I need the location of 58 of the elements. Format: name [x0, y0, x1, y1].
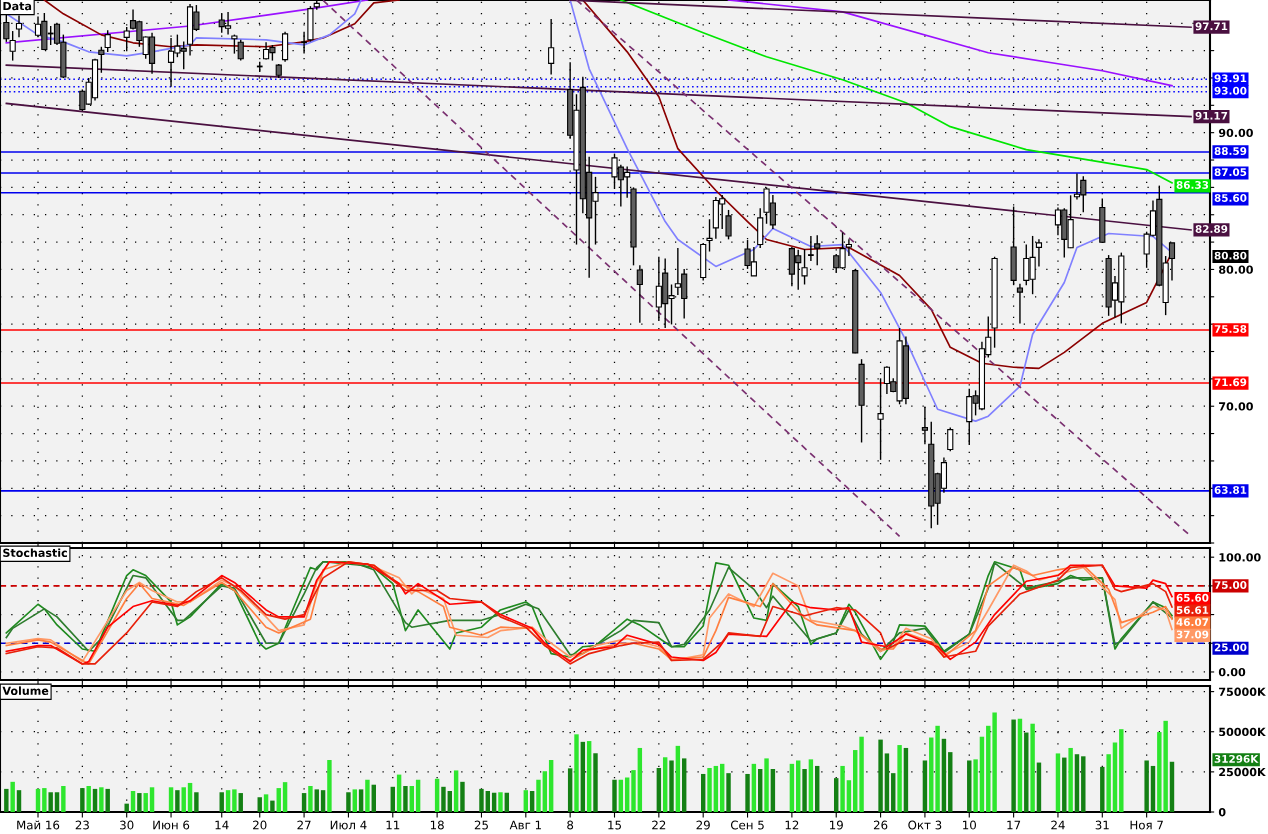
ref-line-label: 63.81 — [1214, 486, 1247, 494]
ref-line-label: 75.58 — [1214, 325, 1247, 333]
x-tick-label: Окт 3 — [908, 820, 942, 830]
ref-line-label: 87.05 — [1214, 168, 1247, 177]
x-tick-label: 15 — [608, 820, 621, 830]
x-tick-label: 8 — [567, 820, 574, 830]
y-tick-label: 75000K — [1219, 687, 1266, 696]
ref-line-label: 71.69 — [1214, 378, 1247, 387]
ref-line-label: 85.60 — [1214, 194, 1247, 202]
x-tick-label: 27 — [297, 820, 311, 830]
chart-title: Volume — [2, 686, 49, 695]
data-label: 86.33 — [1176, 181, 1209, 189]
x-tick-label: Ноя 7 — [1130, 820, 1163, 830]
ref-line-label: 93.91 — [1214, 74, 1247, 83]
y-tick-label: 80.00 — [1219, 265, 1253, 274]
x-tick-label: 11 — [386, 820, 400, 830]
y-tick-label: 0.00 — [1218, 667, 1246, 677]
data-label: 46.07 — [1176, 618, 1209, 627]
x-tick-label: Авг 1 — [509, 820, 541, 830]
x-tick-label: 19 — [830, 820, 843, 830]
x-tick-label: 12 — [785, 820, 799, 830]
ref-line-label: 75.00 — [1214, 581, 1247, 589]
ref-line-label: 88.59 — [1214, 147, 1247, 155]
x-tick-label: Июн 6 — [153, 820, 190, 830]
data-label: 65.60 — [1176, 593, 1209, 602]
x-tick-label: 24 — [1051, 820, 1065, 830]
x-tick-label: 25 — [474, 820, 488, 830]
x-tick-label: 20 — [253, 820, 267, 830]
data-label: 82.89 — [1195, 225, 1228, 233]
data-label: 56.61 — [1176, 606, 1209, 615]
ref-line-label: 25.00 — [1214, 643, 1247, 652]
x-tick-label: Июл 4 — [330, 820, 367, 830]
y-tick-label: 100.00 — [1219, 553, 1261, 562]
chart-title: Stochastic — [3, 548, 67, 557]
y-tick-label: 90.00 — [1218, 128, 1253, 138]
y-tick-label: 0 — [1218, 807, 1226, 817]
chart-title: Data — [3, 1, 32, 11]
x-tick-label: 30 — [120, 820, 134, 830]
text: 31296K — [1214, 754, 1259, 763]
x-tick-label: 29 — [696, 820, 710, 830]
y-tick-label: 70.00 — [1219, 402, 1253, 411]
x-tick-label: Сен 5 — [730, 820, 764, 830]
data-label: 91.17 — [1195, 111, 1228, 120]
x-tick-label: 26 — [873, 820, 888, 830]
ref-line-label: 93.00 — [1214, 86, 1247, 95]
x-tick-label: 23 — [75, 820, 89, 830]
y-tick-label: 25000K — [1219, 767, 1266, 777]
x-tick-label: 18 — [430, 820, 444, 830]
data-label: 37.09 — [1176, 630, 1209, 639]
x-tick-label: 17 — [1007, 820, 1021, 830]
x-tick-label: 31 — [1095, 820, 1109, 830]
y-tick-label: 50000K — [1219, 727, 1266, 737]
text: 80.80 — [1214, 251, 1247, 260]
x-tick-label: 14 — [215, 820, 229, 830]
x-tick-label: 22 — [652, 820, 666, 830]
x-tick-label: 10 — [963, 820, 976, 830]
data-label: 97.71 — [1195, 22, 1228, 31]
x-tick-label: Май 16 — [17, 820, 60, 830]
